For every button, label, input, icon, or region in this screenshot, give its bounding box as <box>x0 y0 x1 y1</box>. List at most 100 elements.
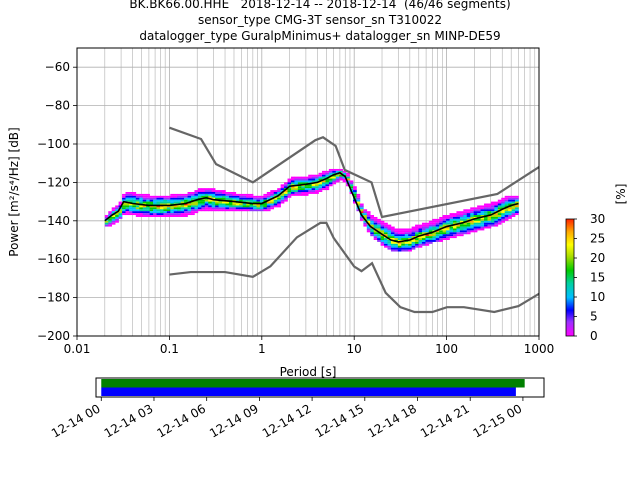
density-cell <box>132 201 137 204</box>
density-cell <box>294 190 299 192</box>
timeline-tick-label: 12-14 00 <box>49 401 103 440</box>
density-cell <box>442 222 447 225</box>
density-cell <box>494 216 499 219</box>
density-cell <box>239 209 244 212</box>
density-cell <box>401 230 406 233</box>
density-cell <box>477 211 481 214</box>
density-cell <box>118 209 123 212</box>
density-cell <box>335 176 340 179</box>
density-cell <box>294 176 299 179</box>
density-cell <box>497 205 502 208</box>
density-cell <box>108 213 113 216</box>
density-cell <box>277 190 281 192</box>
density-cell <box>428 241 433 244</box>
density-cell <box>322 182 326 185</box>
density-cell <box>242 193 247 196</box>
density-cell <box>194 197 199 200</box>
density-cell <box>439 222 443 225</box>
density-cell <box>318 174 323 177</box>
x-tick-label: 1000 <box>524 342 555 356</box>
density-cell <box>439 226 443 229</box>
density-cell <box>184 213 188 216</box>
density-cell <box>397 236 402 239</box>
density-cell <box>353 195 357 198</box>
density-cell <box>377 234 381 237</box>
density-cell <box>359 205 364 208</box>
density-cell <box>394 247 399 250</box>
density-cell <box>421 224 426 227</box>
density-cell <box>501 203 506 206</box>
density-cell <box>459 211 464 214</box>
density-cell <box>380 226 385 229</box>
density-cell <box>490 207 495 210</box>
density-cell <box>325 178 330 181</box>
density-cell <box>166 203 171 206</box>
density-cell <box>190 193 195 196</box>
density-cell <box>197 192 202 194</box>
density-cell <box>425 230 430 233</box>
density-cell <box>322 176 326 179</box>
density-cell <box>218 205 223 208</box>
density-cell <box>490 203 495 206</box>
density-cell <box>366 216 371 219</box>
density-cell <box>311 184 316 187</box>
density-cell <box>194 207 199 210</box>
density-cell <box>242 209 247 212</box>
density-cell <box>401 247 406 250</box>
density-cell <box>484 209 488 212</box>
density-cell <box>166 213 171 216</box>
density-cell <box>442 216 447 219</box>
density-cell <box>397 230 402 233</box>
density-cell <box>346 176 350 179</box>
density-cell <box>325 184 330 187</box>
density-cell <box>384 226 388 229</box>
density-cell <box>466 218 471 221</box>
density-cell <box>259 199 264 202</box>
density-cell <box>415 234 419 237</box>
density-cell <box>349 184 354 187</box>
density-cell <box>315 182 319 185</box>
density-cell <box>111 211 116 214</box>
density-cell <box>470 209 474 212</box>
density-cell <box>204 207 209 210</box>
density-cell <box>301 190 306 192</box>
density-cell <box>480 226 485 229</box>
density-cell <box>194 203 199 206</box>
density-cell <box>477 218 481 221</box>
timeline-tick-label: 12-14 09 <box>207 401 261 440</box>
density-cell <box>211 192 216 194</box>
density-cell <box>318 186 323 189</box>
density-cell <box>304 186 309 189</box>
density-cell <box>208 207 212 210</box>
density-cell <box>384 224 388 227</box>
density-cell <box>404 232 409 235</box>
density-cell <box>280 190 285 192</box>
density-cell <box>184 215 188 217</box>
density-cell <box>194 190 199 192</box>
density-cell <box>473 230 478 233</box>
density-cell <box>280 201 285 204</box>
density-cell <box>194 193 199 196</box>
density-cell <box>187 193 192 196</box>
density-cell <box>394 228 399 231</box>
density-cell <box>301 193 306 196</box>
density-cell <box>263 207 268 210</box>
density-cell <box>153 209 157 212</box>
density-cell <box>480 213 485 216</box>
density-cell <box>511 205 516 208</box>
density-cell <box>149 213 154 216</box>
density-cell <box>449 236 454 239</box>
density-cell <box>149 197 154 200</box>
density-cell <box>418 240 423 242</box>
density-cell <box>322 174 326 177</box>
density-cell <box>225 203 230 206</box>
density-cell <box>159 201 164 204</box>
density-cell <box>115 213 119 216</box>
density-cell <box>408 236 412 239</box>
density-cell <box>159 207 164 210</box>
density-cell <box>239 197 244 200</box>
density-cell <box>273 205 278 208</box>
density-cell <box>146 203 150 206</box>
density-cell <box>139 205 144 208</box>
density-cell <box>397 228 402 231</box>
